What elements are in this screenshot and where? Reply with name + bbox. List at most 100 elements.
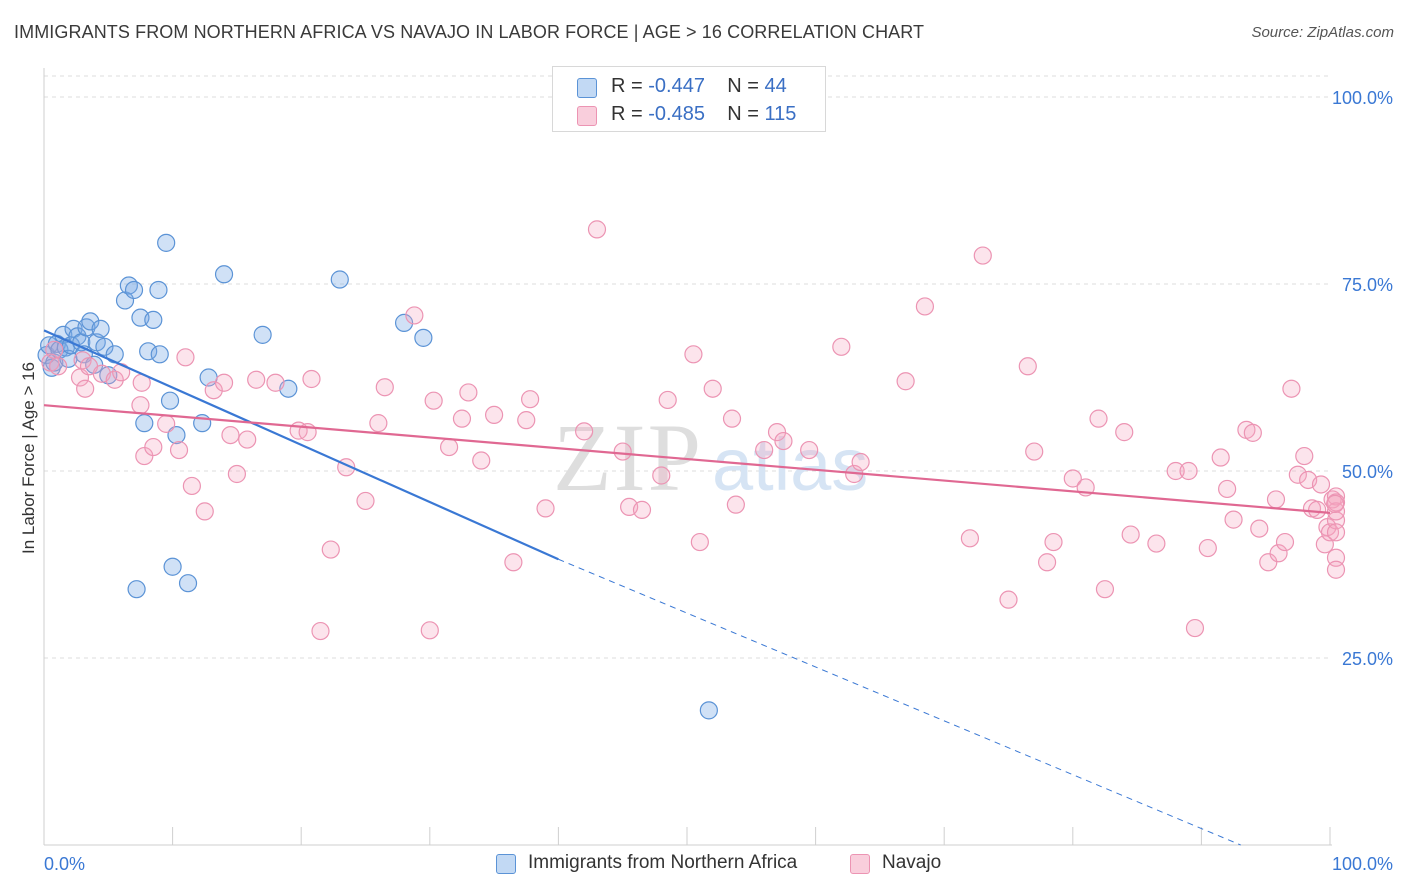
data-point-navajo [632, 500, 652, 519]
data-point-navajo [521, 390, 540, 409]
data-point-northern-africa [95, 337, 114, 356]
data-point-northern-africa [91, 319, 110, 338]
data-point-navajo [851, 452, 870, 472]
data-point-northern-africa [139, 342, 158, 361]
data-point-navajo [195, 502, 214, 521]
data-point-navajo [1308, 500, 1327, 519]
gridlines [44, 75, 1332, 659]
data-point-navajo [321, 540, 340, 559]
data-point-navajo [575, 422, 594, 441]
data-point-navajo [1179, 461, 1198, 481]
data-point-navajo [214, 373, 234, 392]
data-point-navajo [1250, 519, 1269, 538]
axis-labels: 25.0% 50.0% 75.0% 100.0% 0.0% 100.0% In Labor … [19, 88, 1393, 874]
data-point-navajo [1269, 544, 1288, 563]
data-point-northern-africa [124, 280, 144, 300]
data-point-northern-africa [253, 325, 272, 344]
data-point-navajo [105, 370, 124, 389]
r-value: -0.485 [648, 103, 705, 125]
data-point-navajo [221, 425, 240, 445]
data-point-navajo [227, 464, 246, 484]
data-point-northern-africa [414, 328, 433, 347]
data-point-navajo [356, 491, 375, 511]
legend-swatch-pink [577, 106, 597, 126]
data-point-navajo [1018, 357, 1037, 376]
data-point-northern-africa [394, 313, 414, 332]
data-point-northern-africa [149, 280, 168, 300]
data-point-northern-africa [135, 414, 154, 433]
data-point-northern-africa [214, 265, 234, 284]
data-point-navajo [1063, 469, 1082, 488]
data-point-navajo [1037, 553, 1057, 572]
data-point-navajo [517, 411, 536, 430]
data-point-navajo [684, 345, 703, 364]
data-point-navajo [1218, 479, 1237, 499]
data-point-navajo [973, 246, 992, 265]
data-point-navajo [658, 390, 677, 410]
data-point-navajo [1166, 461, 1185, 481]
n-label: N = [727, 75, 759, 97]
data-point-northern-africa [699, 701, 718, 720]
data-point-navajo [302, 369, 321, 389]
data-point-navajo [504, 553, 523, 572]
data-point-navajo [690, 532, 709, 552]
data-point-navajo [420, 621, 439, 640]
data-point-northern-africa [150, 345, 169, 364]
data-point-northern-africa [144, 310, 163, 330]
data-point-navajo [1311, 475, 1331, 494]
y-tick-label: 75.0% [1342, 275, 1393, 295]
chart-title: IMMIGRANTS FROM NORTHERN AFRICA VS NAVAJ… [14, 22, 925, 42]
data-point-navajo [1259, 553, 1278, 572]
data-point-navajo [1185, 618, 1205, 638]
data-point-northern-africa [163, 557, 182, 576]
data-point-navajo [1025, 442, 1044, 461]
data-point-navajo [76, 379, 95, 398]
data-point-navajo [1095, 580, 1115, 599]
x-tick-label: 100.0% [1332, 854, 1393, 874]
data-point-navajo [1275, 532, 1295, 552]
data-point-navajo [1121, 525, 1140, 544]
data-point-navajo [1326, 560, 1346, 579]
legend-label: Immigrants from Northern Africa [528, 852, 798, 873]
data-point-navajo [800, 440, 819, 460]
data-point-navajo [169, 440, 189, 460]
x-tick-label: 0.0% [44, 854, 85, 874]
data-point-navajo [157, 414, 176, 433]
data-point-navajo [999, 590, 1018, 609]
data-point-navajo [144, 437, 163, 457]
correlation-legend: R = -0.447 N = 44 R = -0.485 N = 115 [552, 66, 826, 132]
legend-label: Navajo [882, 852, 942, 873]
legend-swatch-blue [496, 854, 516, 874]
data-point-northern-africa [127, 580, 146, 599]
data-point-navajo [182, 476, 201, 496]
data-point-navajo [1326, 487, 1346, 506]
r-value: -0.447 [648, 75, 705, 97]
data-point-northern-africa [115, 291, 135, 310]
data-point-navajo [424, 391, 443, 410]
legend-swatch-pink [850, 854, 870, 874]
data-point-navajo [652, 466, 671, 485]
data-point-northern-africa [178, 574, 198, 593]
data-point-navajo [726, 495, 745, 514]
data-point-navajo [613, 442, 632, 461]
data-point-navajo [1115, 423, 1134, 442]
data-point-navajo [405, 306, 424, 325]
trend-line-northern-africa [43, 329, 559, 561]
data-point-navajo [266, 373, 285, 392]
data-point-navajo [960, 529, 980, 548]
data-point-navajo [369, 414, 388, 433]
data-point-navajo [176, 348, 195, 367]
data-points [37, 220, 1346, 720]
trend-line-navajo [43, 404, 1331, 514]
data-point-navajo [587, 220, 607, 239]
data-point-navajo [1266, 490, 1286, 509]
data-point-northern-africa [157, 233, 176, 252]
data-point-navajo [1211, 448, 1230, 467]
data-point-northern-africa [167, 425, 186, 445]
data-point-northern-africa [81, 312, 100, 331]
y-tick-label: 50.0% [1342, 462, 1393, 482]
data-point-navajo [915, 297, 935, 316]
data-point-northern-africa [330, 270, 349, 289]
data-point-navajo [247, 370, 266, 389]
